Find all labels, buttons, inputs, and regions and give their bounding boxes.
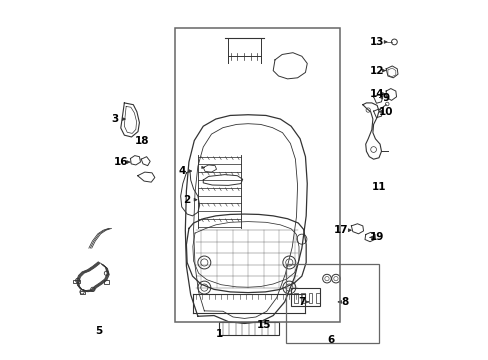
Text: 13: 13 [369, 37, 384, 47]
Bar [293, 293, 297, 303]
Text: 2: 2 [183, 195, 190, 205]
Text: 18: 18 [135, 136, 149, 145]
Text: 10: 10 [378, 107, 393, 117]
Text: 7: 7 [298, 297, 305, 307]
Text: 16: 16 [113, 157, 128, 167]
Text: 8: 8 [341, 297, 348, 307]
Bar [285, 264, 378, 343]
Bar [219, 321, 278, 335]
Text: 6: 6 [326, 334, 333, 345]
Text: 19: 19 [369, 232, 384, 242]
Text: 14: 14 [369, 89, 384, 99]
Text: 9: 9 [382, 93, 389, 103]
Text: 17: 17 [333, 225, 348, 235]
Bar [103, 280, 109, 284]
Text: 4: 4 [178, 166, 185, 176]
Bar [308, 293, 312, 303]
Bar [290, 288, 319, 306]
Bar [316, 293, 319, 303]
Text: 11: 11 [371, 182, 386, 192]
Text: 12: 12 [369, 66, 384, 76]
Text: 15: 15 [257, 320, 271, 330]
Bar [73, 280, 80, 283]
Text: 1: 1 [215, 329, 223, 339]
Bar [80, 291, 85, 294]
Bar [174, 28, 339, 321]
Bar [301, 293, 305, 303]
Text: 5: 5 [96, 325, 102, 336]
Text: 3: 3 [112, 114, 119, 124]
